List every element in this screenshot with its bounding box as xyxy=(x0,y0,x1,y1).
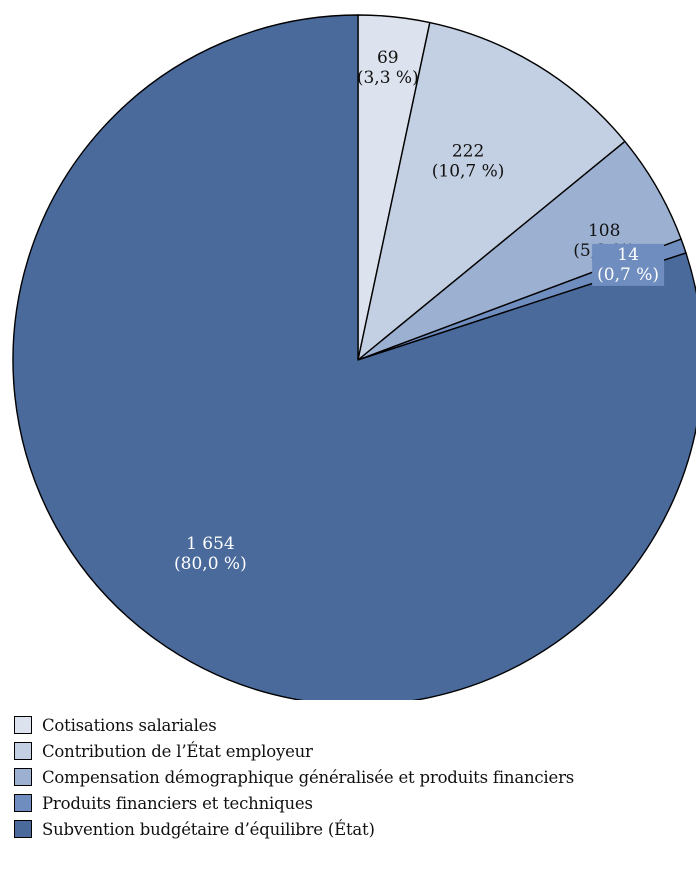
slice-value-label: 108 xyxy=(588,221,620,241)
slice-label-4: 14(0,7 %) xyxy=(592,243,665,286)
slice-value-label: 69 xyxy=(377,48,399,68)
slice-labels: 69(3,3 %)222(10,7 %)108(5,2 %)14(0,7 %)1… xyxy=(174,48,665,574)
legend-swatch xyxy=(14,794,32,812)
slice-percent-label: (3,3 %) xyxy=(357,68,419,88)
legend-swatch xyxy=(14,742,32,760)
legend-label: Subvention budgétaire d’équilibre (État) xyxy=(42,819,375,839)
legend-item-5: Subvention budgétaire d’équilibre (État) xyxy=(14,816,574,842)
slice-label-2: 222(10,7 %) xyxy=(432,142,505,182)
slice-percent-label: (80,0 %) xyxy=(174,554,247,574)
legend-item-2: Contribution de l’État employeur xyxy=(14,738,574,764)
slices xyxy=(12,14,696,700)
slice-value-label: 1 654 xyxy=(186,534,235,554)
slice-label-background xyxy=(592,243,665,286)
slice-label-5: 1 654(80,0 %) xyxy=(174,534,247,574)
slice-value-label: 222 xyxy=(452,142,484,162)
pie-chart: 69(3,3 %)222(10,7 %)108(5,2 %)14(0,7 %)1… xyxy=(12,14,696,700)
legend-item-3: Compensation démographique généralisée e… xyxy=(14,764,574,790)
legend-label: Contribution de l’État employeur xyxy=(42,741,313,761)
legend-swatch xyxy=(14,716,32,734)
legend: Cotisations salariales Contribution de l’… xyxy=(14,712,574,842)
slice-label-1: 69(3,3 %) xyxy=(357,48,419,88)
pie-slice-2 xyxy=(357,21,626,361)
legend-label: Compensation démographique généralisée e… xyxy=(42,767,575,787)
legend-swatch xyxy=(14,820,32,838)
legend-label: Cotisations salariales xyxy=(42,715,217,735)
pie-slice-5 xyxy=(12,14,696,700)
legend-item-1: Cotisations salariales xyxy=(14,712,574,738)
slice-percent-label: (10,7 %) xyxy=(432,162,505,182)
slice-value-label: 14 xyxy=(617,245,639,265)
legend-label: Produits financiers et techniques xyxy=(42,793,313,813)
legend-item-4: Produits financiers et techniques xyxy=(14,790,574,816)
legend-swatch xyxy=(14,768,32,786)
slice-percent-label: (0,7 %) xyxy=(597,265,659,285)
